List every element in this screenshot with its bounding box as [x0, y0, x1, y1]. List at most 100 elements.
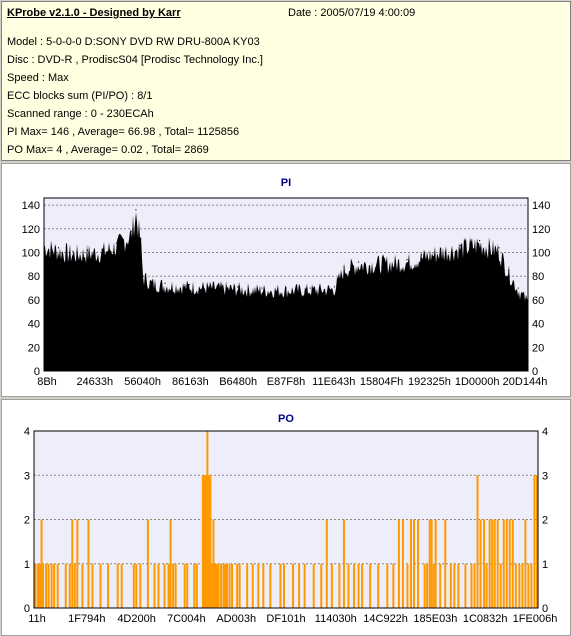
y-tick-label-right: 4: [542, 426, 548, 438]
y-tick-label-right: 0: [542, 603, 548, 615]
x-tick-label: 1FE006h: [513, 613, 558, 625]
data-point: [140, 237, 142, 239]
x-tick-label: E87F8h: [267, 376, 306, 388]
data-point: [116, 242, 118, 244]
x-tick-label: 192325h: [408, 376, 451, 388]
po-bar: [353, 563, 356, 608]
po-bar: [406, 563, 409, 608]
po-bar: [298, 563, 301, 608]
po-bar: [116, 563, 119, 608]
po-chart-panel: PO 0 0 1 1 2 2 3 3 4 4 11h 1F794h 4D200h 7C004h AD003h D…: [1, 399, 571, 636]
po-bar: [132, 563, 135, 608]
po-bar: [153, 563, 156, 608]
po-bar: [449, 563, 452, 608]
po-bar: [99, 563, 102, 608]
x-tick-label: 11E643h: [312, 376, 355, 388]
po-bar: [330, 563, 333, 608]
po-bar: [514, 563, 517, 608]
y-tick-label-left: 80: [28, 271, 40, 283]
po-bar: [262, 563, 265, 608]
po-bar: [146, 519, 149, 608]
po-bar: [508, 519, 511, 608]
x-tick-label: 8Bh: [37, 376, 57, 388]
data-point: [86, 249, 89, 251]
data-point: [142, 275, 144, 277]
data-point: [164, 282, 166, 284]
po-bar: [172, 563, 175, 608]
y-tick-label-right: 80: [532, 271, 544, 283]
y-tick-label-left: 100: [22, 248, 40, 260]
po-bar: [518, 563, 521, 608]
data-point: [101, 248, 103, 250]
po-bar: [430, 519, 433, 608]
po-bar: [444, 519, 447, 608]
data-point: [188, 283, 190, 286]
po-bar: [204, 475, 207, 608]
po-bar: [426, 563, 429, 608]
po-bar: [524, 519, 527, 608]
y-tick-label-right: 140: [532, 200, 550, 212]
chart-title: PI: [281, 177, 291, 189]
po-bar: [342, 519, 345, 608]
po-bar: [157, 563, 160, 608]
y-tick-label-right: 0: [532, 366, 538, 378]
po-bar: [206, 431, 209, 608]
x-tick-label: 1D0000h: [455, 376, 500, 388]
po-bar: [222, 563, 225, 608]
disc-line: Disc : DVD-R , ProdiscS04 [Prodisc Techn…: [7, 54, 263, 66]
pi-chart-panel: PI 0 0 20 20 40 40 60 60 80 80 100 100 120 120 140 140 8B…: [1, 163, 571, 397]
data-point: [459, 244, 461, 246]
po-bar: [338, 563, 341, 608]
data-point: [261, 287, 263, 289]
po-bar: [257, 563, 260, 608]
po-bar: [473, 563, 476, 608]
po-bar: [210, 563, 213, 608]
y-tick-label-left: 3: [24, 470, 30, 482]
x-tick-label: B6480h: [219, 376, 257, 388]
x-tick-label: 15804Fh: [360, 376, 403, 388]
po-bar: [453, 563, 456, 608]
po-bar: [207, 475, 210, 608]
po-bar: [493, 519, 496, 608]
po-bar: [34, 563, 37, 608]
speed-line: Speed : Max: [7, 72, 69, 84]
po-bar: [203, 475, 206, 608]
plot-border: [43, 197, 529, 372]
po-summary-line: PO Max= 4 , Average= 0.02 , Total= 2869: [7, 144, 209, 156]
po-bar: [73, 563, 76, 608]
po-bar: [219, 563, 222, 608]
po-bar: [505, 519, 508, 608]
range-line: Scanned range : 0 - 230ECAh: [7, 108, 154, 120]
x-tick-label: 7C004h: [167, 613, 206, 625]
po-bar: [174, 563, 177, 608]
x-tick-label: AD003h: [216, 613, 256, 625]
po-bar: [224, 563, 227, 608]
data-point: [333, 286, 335, 288]
po-bar: [464, 563, 467, 608]
model-line: Model : 5-0-0-0 D:SONY DVD RW DRU-800A K…: [7, 36, 260, 48]
x-tick-label: 185E03h: [413, 613, 457, 625]
x-tick-label: 1F794h: [68, 613, 105, 625]
po-bar: [303, 563, 306, 608]
po-bar: [386, 563, 389, 608]
po-bar: [246, 563, 249, 608]
x-tick-label: 20D144h: [503, 376, 548, 388]
data-point: [212, 285, 214, 287]
po-bar: [183, 563, 186, 608]
data-point: [420, 254, 423, 256]
po-bar: [533, 475, 536, 608]
po-bar: [434, 519, 437, 608]
data-point: [130, 230, 132, 232]
po-bar: [213, 563, 216, 608]
scan-date: Date : 2005/07/19 4:00:09: [288, 7, 416, 19]
x-tick-label: 11h: [28, 613, 46, 625]
po-bar: [231, 563, 234, 608]
y-tick-label-right: 1: [542, 559, 548, 571]
po-bar: [417, 519, 420, 608]
po-bar: [292, 563, 295, 608]
x-tick-label: 114030h: [315, 613, 357, 625]
po-bar: [483, 519, 486, 608]
y-tick-label-left: 140: [22, 200, 40, 212]
po-bar: [228, 563, 231, 608]
y-tick-label-right: 120: [532, 224, 550, 236]
